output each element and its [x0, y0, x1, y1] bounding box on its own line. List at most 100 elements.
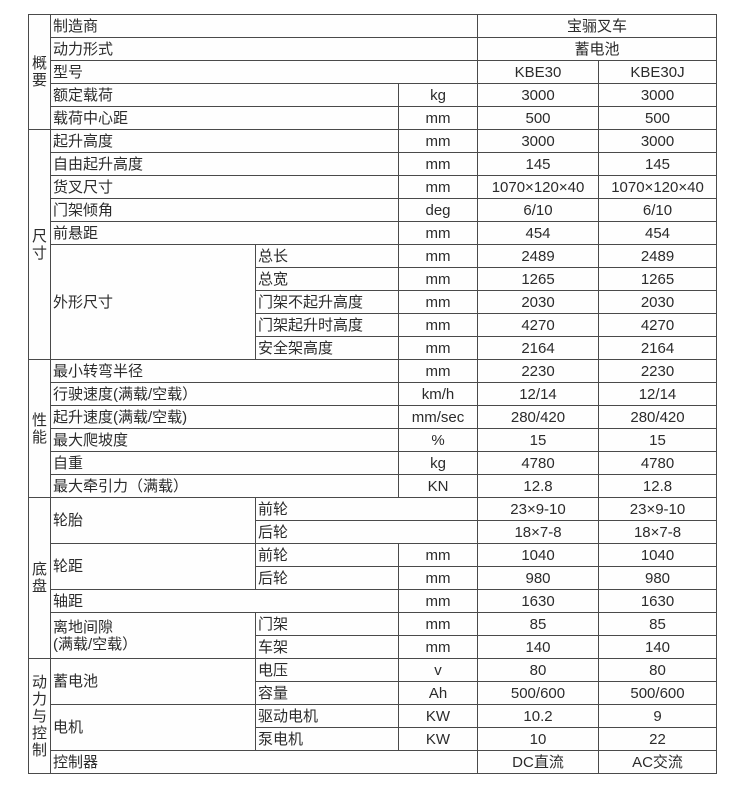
value-cell: 500 [598, 106, 717, 130]
value-cell: 6/10 [477, 198, 599, 222]
spec-subname-cell: 后轮 [255, 566, 399, 590]
unit-cell: mm [398, 106, 478, 130]
table-row: 外形尺寸 总长 mm 2489 2489 [29, 244, 717, 360]
value-cell: 10.2 [477, 704, 599, 728]
spec-name-cell: 外形尺寸 [50, 244, 256, 360]
table-row: 门架起升时高度 mm 4270 4270 [29, 313, 717, 337]
value-cell: 500/600 [477, 681, 599, 705]
unit-cell: kg [398, 451, 478, 475]
value-cell: KBE30 [477, 60, 599, 84]
unit-cell: kg [398, 83, 478, 107]
spec-name-cell: 前悬距 [50, 221, 399, 245]
spec-name-cell: 控制器 [50, 750, 478, 774]
value-cell: 2230 [477, 359, 599, 383]
table-row: 载荷中心距 mm 500 500 [29, 106, 717, 130]
value-cell: 145 [477, 152, 599, 176]
value-cell: 3000 [598, 129, 717, 153]
table-row: 起升速度(满载/空载) mm/sec 280/420 280/420 [29, 405, 717, 429]
value-cell: 4780 [477, 451, 599, 475]
value-cell: 2164 [477, 336, 599, 360]
spec-name-cell: 型号 [50, 60, 478, 84]
table-row: 车架 mm 140 140 [29, 635, 717, 659]
unit-cell: KW [398, 727, 478, 751]
spec-subname-cell: 门架 [255, 612, 399, 636]
value-cell: 4780 [598, 451, 717, 475]
value-cell: 2489 [477, 244, 599, 268]
spec-name-cell: 动力形式 [50, 37, 478, 61]
spec-name-cell: 电机 [50, 704, 256, 751]
spec-name-cell: 额定载荷 [50, 83, 399, 107]
value-cell: 80 [477, 658, 599, 682]
spec-table-container: 概要 制造商 宝骊叉车 动力形式 蓄电池 型号 KBE30 KBE30J 额定载荷 kg 3000 3… [28, 14, 717, 774]
value-cell: 1265 [598, 267, 717, 291]
unit-cell: KN [398, 474, 478, 498]
value-cell: 2230 [598, 359, 717, 383]
value-cell: 1265 [477, 267, 599, 291]
value-cell: 280/420 [477, 405, 599, 429]
table-row: 尺寸 起升高度 mm 3000 3000 [28, 129, 717, 360]
spec-name-cell: 最大牵引力（满载） [50, 474, 399, 498]
table-row: 前悬距 mm 454 454 [29, 221, 717, 245]
value-cell: 454 [598, 221, 717, 245]
category-cell: 概要 [28, 14, 51, 130]
value-cell: 280/420 [598, 405, 717, 429]
value-cell: 12.8 [477, 474, 599, 498]
value-cell: 12/14 [477, 382, 599, 406]
table-row: 行驶速度(满载/空载） km/h 12/14 12/14 [29, 382, 717, 406]
spec-name-cell: 自由起升高度 [50, 152, 399, 176]
table-row: 安全架高度 mm 2164 2164 [29, 336, 717, 360]
value-cell: 6/10 [598, 198, 717, 222]
table-row: 自重 kg 4780 4780 [29, 451, 717, 475]
spec-name-cell: 制造商 [50, 14, 478, 38]
value-cell: 80 [598, 658, 717, 682]
table-row: 门架倾角 deg 6/10 6/10 [29, 198, 717, 222]
value-cell: 蓄电池 [477, 37, 717, 61]
unit-cell: % [398, 428, 478, 452]
value-cell: 12/14 [598, 382, 717, 406]
value-cell: 85 [598, 612, 717, 636]
value-cell: 23×9-10 [598, 497, 717, 521]
value-cell: 500 [477, 106, 599, 130]
table-row: 最大爬坡度% 15 15 [29, 428, 717, 452]
value-cell: 140 [598, 635, 717, 659]
table-row: 门架不起升高度 mm 2030 2030 [29, 290, 717, 314]
table-row: 电机 驱动电机 KW 10.2 9 [29, 704, 717, 751]
table-row: 概要 制造商 宝骊叉车 [28, 14, 717, 130]
value-cell: KBE30J [598, 60, 717, 84]
spec-name-cell: 最大爬坡度 [50, 428, 399, 452]
unit-cell: mm [398, 589, 478, 613]
unit-cell: mm [398, 612, 478, 636]
unit-cell: mm/sec [398, 405, 478, 429]
unit-cell: v [398, 658, 478, 682]
value-cell: 18×7-8 [598, 520, 717, 544]
unit-cell: mm [398, 313, 478, 337]
value-cell: 23×9-10 [477, 497, 599, 521]
table-row: 总宽 mm 1265 1265 [29, 267, 717, 291]
unit-cell: mm [398, 635, 478, 659]
table-row: 额定载荷 kg 3000 3000 [29, 83, 717, 107]
value-cell: 145 [598, 152, 717, 176]
table-row: 轴距 mm 1630 1630 [29, 589, 717, 613]
category-cell: 尺寸 [28, 129, 51, 360]
spec-name-cell: 最小转弯半径 [50, 359, 399, 383]
spec-name-cell: 行驶速度(满载/空载） [50, 382, 399, 406]
spec-name-cell: 轮距 [50, 543, 256, 590]
spec-name-cell: 蓄电池 [50, 658, 256, 705]
value-cell: 12.8 [598, 474, 717, 498]
spec-subname-cell: 驱动电机 [255, 704, 399, 728]
category-cell: 性能 [28, 359, 51, 498]
spec-name-cell: 货叉尺寸 [50, 175, 399, 199]
table-row: 后轮 mm 980 980 [29, 566, 717, 590]
table-row: 离地间隙 (满载/空载） 门架 mm 85 85 [29, 612, 717, 659]
value-cell: 140 [477, 635, 599, 659]
value-cell: 宝骊叉车 [477, 14, 717, 38]
unit-cell: mm [398, 129, 478, 153]
unit-cell: mm [398, 221, 478, 245]
value-cell: 4270 [598, 313, 717, 337]
table-row: 型号 KBE30 KBE30J [29, 60, 717, 84]
unit-cell: mm [398, 244, 478, 268]
spec-name-cell: 门架倾角 [50, 198, 399, 222]
category-cell: 底盘 [28, 497, 51, 659]
value-cell: 1070×120×40 [477, 175, 599, 199]
